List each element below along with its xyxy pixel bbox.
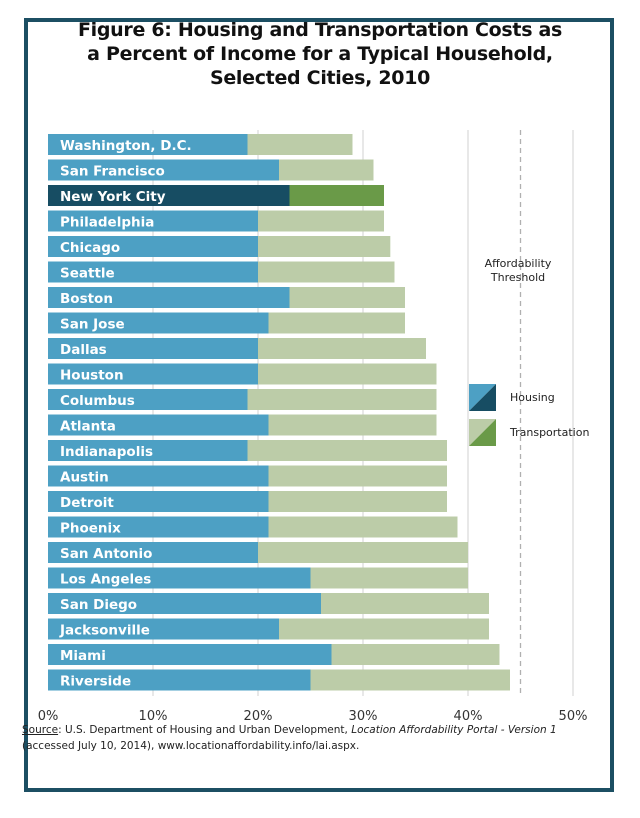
source-text-2: (accessed July 10, 2014), www.locationaf…: [22, 740, 360, 752]
legend-housing: Housing: [469, 384, 555, 411]
bar-group: [48, 134, 510, 691]
bar-transportation: [268, 414, 437, 436]
category-label: Phoenix: [60, 521, 121, 537]
category-label: Houston: [60, 368, 124, 384]
source-italic: Location Affordability Portal - Version …: [351, 724, 557, 736]
bar-housing: [48, 185, 290, 206]
category-label: Austin: [60, 470, 109, 486]
bar-housing: [48, 440, 248, 461]
category-label: Riverside: [60, 674, 131, 690]
bar-transportation: [279, 159, 374, 181]
legend: Housing Transportation: [469, 384, 589, 446]
category-label: San Jose: [60, 317, 125, 333]
bar-housing: [48, 593, 321, 614]
bar-transportation: [258, 210, 384, 232]
bar-housing: [48, 338, 258, 359]
x-tick-label: 20%: [244, 709, 273, 724]
bar-housing: [48, 618, 279, 640]
source-text-1: : U.S. Department of Housing and Urban D…: [58, 724, 352, 736]
bar-housing: [48, 669, 311, 691]
bar-housing: [48, 236, 258, 257]
legend-housing-label: Housing: [510, 391, 555, 404]
bar-transportation: [321, 593, 489, 614]
bar-transportation: [331, 644, 500, 665]
category-label: San Antonio: [60, 546, 152, 562]
bar-transportation: [268, 465, 447, 487]
bar-transportation: [268, 312, 405, 334]
title-line-3: Selected Cities, 2010: [209, 67, 431, 89]
threshold-group: Affordability Threshold: [485, 257, 552, 284]
bar-transportation: [258, 542, 468, 563]
bar-housing: [48, 159, 279, 181]
bar-transportation: [289, 185, 384, 206]
bar-housing: [48, 134, 248, 155]
category-label: Columbus: [60, 393, 135, 409]
bar-transportation: [268, 491, 447, 512]
category-label: Jacksonville: [59, 623, 150, 639]
bar-transportation: [247, 440, 447, 461]
category-label: San Francisco: [60, 164, 165, 180]
legend-housing-swatch-dark: [469, 384, 496, 411]
x-tick-label: 40%: [454, 709, 483, 724]
bar-housing: [48, 491, 269, 512]
category-label: Detroit: [60, 495, 114, 511]
legend-transportation-label: Transportation: [509, 426, 589, 439]
bar-transportation: [279, 618, 489, 640]
category-label: Atlanta: [60, 419, 116, 435]
bar-transportation: [247, 134, 353, 155]
bar-housing: [48, 261, 258, 283]
bar-transportation: [258, 338, 426, 359]
category-label: New York City: [60, 189, 166, 205]
bar-housing: [48, 363, 258, 385]
category-label: Washington, D.C.: [60, 138, 192, 154]
threshold-label-line-1: Affordability: [485, 257, 552, 270]
x-tick-label: 50%: [559, 709, 588, 724]
legend-transportation: Transportation: [469, 419, 589, 446]
threshold-label-line-2: Threshold: [490, 271, 545, 284]
chart-title: Figure 6: Housing and Transportation Cos…: [0, 18, 640, 90]
bar-transportation: [258, 363, 437, 385]
bar-housing: [48, 567, 311, 589]
title-line-2: a Percent of Income for a Typical Househ…: [87, 43, 553, 65]
bar-transportation: [258, 261, 395, 283]
category-label: Los Angeles: [60, 572, 151, 588]
x-tick-label: 30%: [349, 709, 378, 724]
category-label: Miami: [60, 648, 106, 664]
category-label: San Diego: [60, 597, 137, 613]
bar-transportation: [310, 567, 468, 589]
source-label: Source: [22, 724, 59, 736]
x-tick-group: 0% 10% 20% 30% 40% 50%: [38, 709, 588, 724]
title-line-1: Figure 6: Housing and Transportation Cos…: [77, 19, 563, 41]
bar-housing: [48, 516, 269, 538]
bar-transportation: [310, 669, 510, 691]
x-tick-label: 0%: [38, 709, 59, 724]
bar-housing: [48, 644, 332, 665]
category-label: Dallas: [60, 342, 107, 358]
bar-housing: [48, 210, 258, 232]
bar-housing: [48, 542, 258, 563]
bar-housing: [48, 414, 269, 436]
category-label: Indianapolis: [60, 444, 153, 460]
category-label: Boston: [60, 291, 113, 307]
legend-transportation-swatch-dark: [469, 419, 496, 446]
category-label-group: Washington, D.C. San Francisco New York Ci…: [59, 138, 192, 690]
bar-housing: [48, 465, 269, 487]
bar-transportation: [289, 287, 405, 308]
bar-housing: [48, 389, 248, 410]
bar-transportation: [247, 389, 437, 410]
bar-housing: [48, 312, 269, 334]
source-note: Source: U.S. Department of Housing and U…: [22, 722, 562, 754]
bar-transportation: [258, 236, 391, 257]
x-tick-label: 10%: [139, 709, 168, 724]
category-label: Seattle: [60, 266, 115, 282]
category-label: Chicago: [60, 240, 120, 256]
bar-transportation: [268, 516, 458, 538]
bar-housing: [48, 287, 290, 308]
category-label: Philadelphia: [60, 215, 154, 231]
